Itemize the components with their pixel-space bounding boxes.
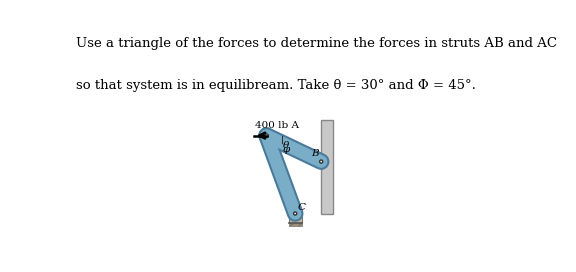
- Text: so that system is in equilibream. Take θ = 30° and Φ = 45°.: so that system is in equilibream. Take θ…: [77, 79, 476, 92]
- Circle shape: [265, 134, 268, 137]
- Text: B: B: [311, 149, 319, 158]
- Bar: [321, 120, 333, 214]
- Bar: [289, 216, 302, 222]
- Circle shape: [294, 212, 297, 215]
- Text: θ: θ: [283, 141, 289, 150]
- Circle shape: [320, 160, 323, 163]
- Bar: [289, 222, 302, 227]
- Text: Use a triangle of the forces to determine the forces in struts AB and AC: Use a triangle of the forces to determin…: [77, 37, 558, 50]
- Text: C: C: [298, 203, 306, 212]
- Text: 400 lb A: 400 lb A: [255, 121, 299, 130]
- Text: φ: φ: [282, 145, 290, 154]
